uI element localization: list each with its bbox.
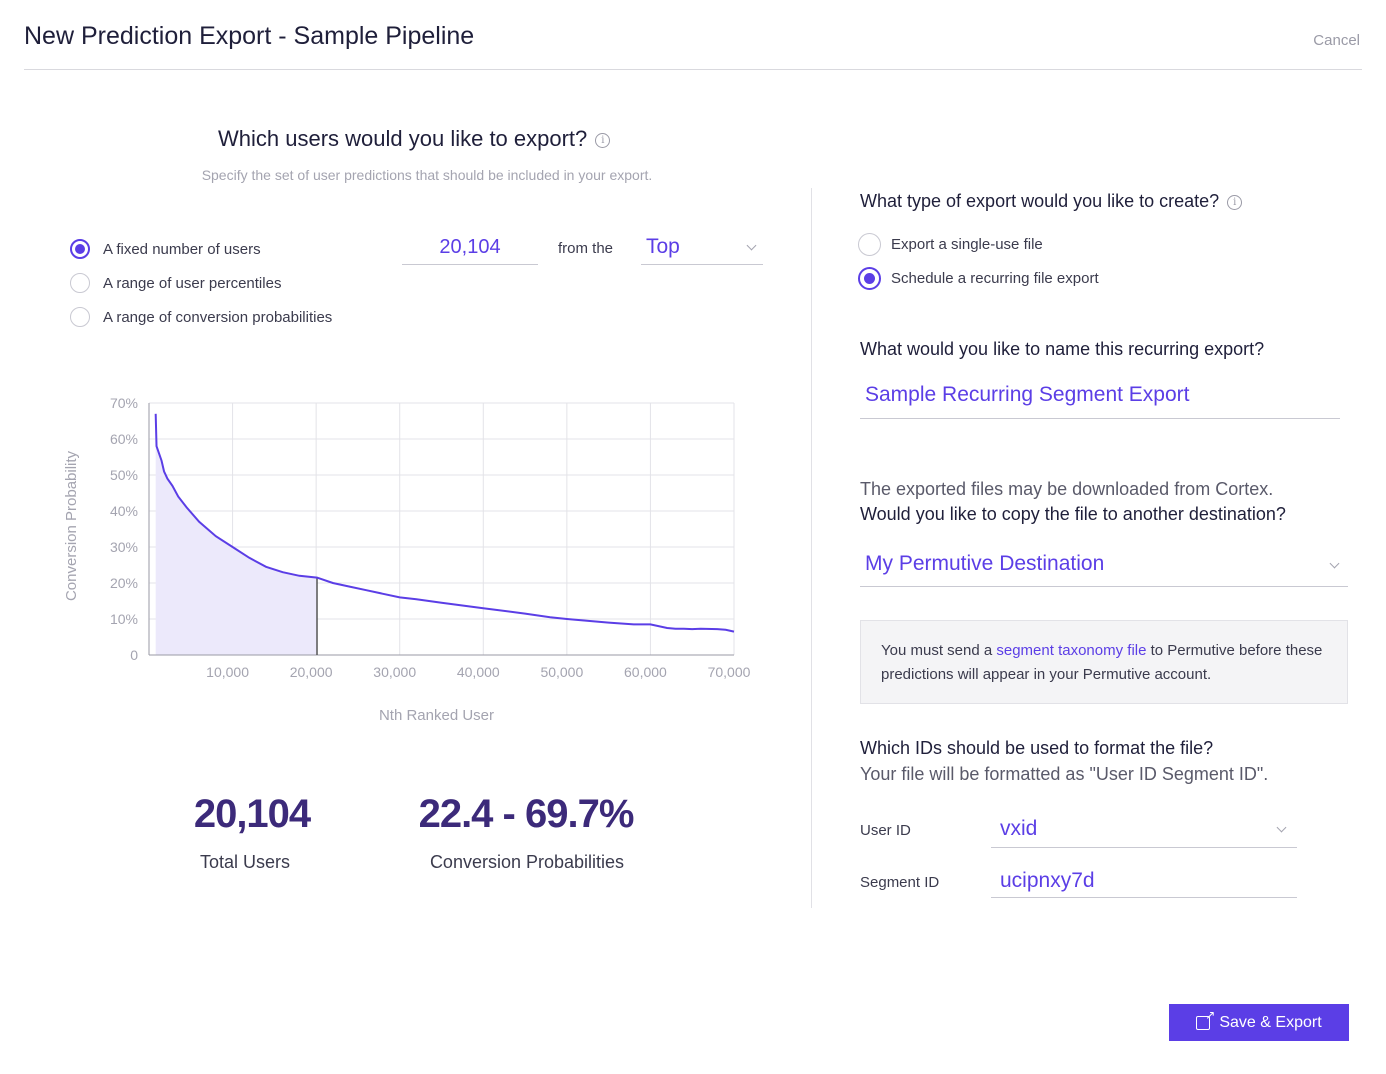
option-single-use[interactable]: Export a single-use file <box>858 232 1043 256</box>
page-title: New Prediction Export - Sample Pipeline <box>24 22 475 50</box>
option-fixed-number[interactable]: A fixed number of users <box>70 237 261 261</box>
option-single-use-label: Export a single-use file <box>891 235 1043 253</box>
users-question-subtitle: Specify the set of user predictions that… <box>201 167 653 183</box>
option-fixed-number-label: A fixed number of users <box>103 240 261 258</box>
info-icon[interactable]: i <box>1227 194 1243 210</box>
x-tick-label: 70,000 <box>708 664 751 680</box>
cancel-button[interactable]: Cancel <box>1313 32 1360 49</box>
page-header: New Prediction Export - Sample Pipeline … <box>24 0 1362 70</box>
user-id-value: vxid <box>1000 817 1038 840</box>
y-tick-label: 10% <box>110 611 138 627</box>
save-export-label: Save & Export <box>1219 1013 1322 1031</box>
user-count-input[interactable]: 20,104 <box>402 232 538 265</box>
external-link-icon <box>1196 1008 1215 1030</box>
save-export-button[interactable]: Save & Export <box>1169 1004 1349 1041</box>
users-question-text: Which users would you like to export? <box>218 126 588 151</box>
y-tick-label: 20% <box>110 575 138 591</box>
notice-prefix: You must send a <box>881 642 993 659</box>
x-tick-label: 10,000 <box>206 664 249 680</box>
y-tick-label: 70% <box>110 395 138 411</box>
radio-probability-range[interactable] <box>70 307 90 327</box>
x-axis-label: Nth Ranked User <box>379 707 494 724</box>
destination-question: Would you like to copy the file to anoth… <box>860 504 1286 524</box>
y-tick-label: 0 <box>130 647 138 663</box>
x-tick-label: 60,000 <box>624 664 667 680</box>
total-users-value: 20,104 <box>193 792 311 836</box>
column-divider <box>811 188 812 908</box>
radio-fixed-number[interactable] <box>70 239 90 259</box>
x-tick-label: 50,000 <box>540 664 583 680</box>
option-percentile-range-label: A range of user percentiles <box>103 274 282 292</box>
chevron-down-icon <box>1276 822 1287 833</box>
destination-info: The exported files may be downloaded fro… <box>860 479 1274 499</box>
radio-recurring[interactable] <box>858 266 881 290</box>
radio-percentile-range[interactable] <box>70 273 90 293</box>
option-recurring[interactable]: Schedule a recurring file export <box>858 266 1099 290</box>
probability-range-label: Conversion Probabilities <box>429 852 625 872</box>
selected-area-fill <box>155 413 318 655</box>
from-the-label: from the <box>558 240 614 257</box>
conversion-curve-line <box>154 413 735 633</box>
chevron-down-icon <box>746 240 757 251</box>
option-percentile-range[interactable]: A range of user percentiles <box>70 271 281 295</box>
y-axis-label: Conversion Probability <box>63 450 80 601</box>
notice-suffix: to Permutive before these predictions wi… <box>881 642 1323 683</box>
segment-id-input[interactable]: ucipnxy7d <box>991 866 1297 898</box>
user-id-label: User ID <box>860 822 911 839</box>
export-name-input[interactable]: Sample Recurring Segment Export <box>860 376 1340 419</box>
user-id-select[interactable]: vxid <box>991 814 1297 848</box>
destination-select-value: My Permutive Destination <box>865 552 1105 575</box>
segment-id-value: ucipnxy7d <box>1000 869 1095 892</box>
direction-select-value: Top <box>646 235 680 258</box>
conversion-probability-chart: 0 10% 20% 30% 40% 50% 60% 70% 10,000 20,000 30,000… <box>63 395 751 724</box>
permutive-notice: You must send a segment taxonomy file to… <box>860 620 1348 704</box>
radio-single-use[interactable] <box>858 232 881 256</box>
users-question: Which users would you like to export? i <box>218 126 611 152</box>
export-name-question: What would you like to name this recurri… <box>860 339 1265 359</box>
ids-format-note: Your file will be formatted as "User ID … <box>860 764 1269 784</box>
option-probability-range[interactable]: A range of conversion probabilities <box>70 305 332 329</box>
chevron-down-icon <box>1329 558 1340 569</box>
destination-select[interactable]: My Permutive Destination <box>860 544 1348 587</box>
y-tick-label: 30% <box>110 539 138 555</box>
export-type-question-text: What type of export would you like to cr… <box>860 191 1220 211</box>
y-tick-label: 60% <box>110 431 138 447</box>
export-name-value: Sample Recurring Segment Export <box>865 383 1190 406</box>
direction-select[interactable]: Top <box>641 232 763 265</box>
x-tick-label: 20,000 <box>290 664 333 680</box>
probability-range-value: 22.4 - 69.7% <box>418 792 635 836</box>
option-recurring-label: Schedule a recurring file export <box>891 269 1099 287</box>
info-icon[interactable]: i <box>595 132 611 148</box>
ids-question: Which IDs should be used to format the f… <box>860 738 1214 758</box>
y-tick-label: 40% <box>110 503 138 519</box>
segment-id-label: Segment ID <box>860 874 940 891</box>
x-tick-label: 40,000 <box>457 664 500 680</box>
segment-taxonomy-link[interactable]: segment taxonomy file <box>996 642 1147 659</box>
export-type-question: What type of export would you like to cr… <box>860 191 1243 212</box>
option-probability-range-label: A range of conversion probabilities <box>103 308 333 326</box>
x-tick-label: 30,000 <box>373 664 416 680</box>
total-users-label: Total Users <box>199 852 291 872</box>
y-tick-label: 50% <box>110 467 138 483</box>
